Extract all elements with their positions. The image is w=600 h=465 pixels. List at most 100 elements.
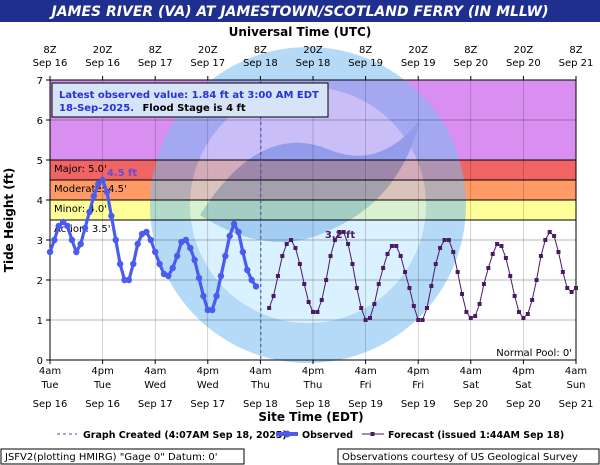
forecast-point [315, 310, 320, 314]
top-tick-time: 8Z [254, 45, 267, 56]
y-tick-label: 6 [37, 116, 43, 127]
info-box-frame [51, 82, 329, 118]
observed-point [213, 292, 220, 300]
observed-point [143, 228, 150, 236]
bottom-tick-time: 4am [249, 366, 271, 377]
observed-point [208, 306, 216, 314]
legend-created-label: Graph Created (4:07AM Sep 18, 2025) [83, 430, 287, 441]
top-axis-title: Universal Time (UTC) [229, 25, 372, 39]
bottom-tick-date: Sep 18 [243, 399, 278, 410]
observed-point [217, 272, 225, 280]
top-tick-date: Sep 17 [190, 58, 225, 69]
bottom-tick-time: 4pm [302, 366, 324, 377]
observed-point [90, 192, 98, 200]
y-axis-ticks: 0 1 2 3 4 5 6 7 [37, 76, 50, 367]
observed-point [226, 232, 233, 240]
forecast-point [451, 250, 456, 254]
y-axis-title: Tide Height (ft) [2, 168, 16, 272]
forecast-point [521, 316, 526, 320]
forecast-point [289, 238, 294, 242]
forecast-point [552, 234, 557, 238]
top-tick-time: 20Z [514, 45, 534, 56]
bottom-tick-date: Sep 16 [33, 399, 68, 410]
observed-point [147, 236, 155, 244]
info-box: Latest observed value: 1.84 ft at 3:00 A… [51, 82, 329, 118]
bottom-tick-time: 4am [354, 366, 376, 377]
threshold-label: Major: 5.0' [54, 164, 107, 175]
info-date: 18-Sep-2025. [59, 103, 134, 114]
forecast-point [372, 302, 377, 306]
noaa-watermark [150, 47, 466, 363]
top-tick-date: Sep 19 [401, 58, 436, 69]
forecast-point [271, 294, 276, 298]
threshold-label: Minor: 4.0' [54, 204, 107, 215]
forecast-series [267, 230, 578, 322]
forecast-point [468, 316, 473, 320]
y-tick-label: 0 [37, 356, 43, 367]
forecast-point [446, 238, 451, 242]
observed-point [248, 276, 255, 284]
title-bar [0, 0, 600, 22]
observed-point [108, 212, 115, 220]
observed-point [200, 292, 207, 300]
bottom-tick-day: Fri [412, 380, 424, 391]
observed-point [81, 224, 89, 232]
watermark-bird-shape [200, 120, 420, 242]
forecast-point [477, 302, 482, 306]
forecast-point [302, 282, 307, 286]
top-tick-time: 8Z [464, 45, 477, 56]
bottom-tick-day: Sun [566, 380, 585, 391]
forecast-point [398, 254, 403, 258]
bottom-tick-time: 4pm [407, 366, 429, 377]
top-tick-time: 8Z [43, 45, 56, 56]
observed-point [152, 248, 159, 256]
forecast-point [499, 244, 504, 248]
chart-title: JAMES RIVER (VA) AT JAMESTOWN/SCOTLAND F… [49, 4, 549, 20]
top-tick-time: 8Z [149, 45, 162, 56]
observed-point [64, 222, 71, 230]
forecast-point [306, 300, 311, 304]
forecast-point [350, 262, 355, 266]
bottom-tick-date: Sep 16 [85, 399, 120, 410]
forecast-point [354, 286, 359, 290]
forecast-point [376, 282, 381, 286]
top-tick-time: 20Z [198, 45, 218, 56]
forecast-point [341, 230, 346, 234]
y-tick-label: 3 [37, 236, 43, 247]
forecast-point [403, 270, 408, 274]
forecast-point [385, 252, 390, 256]
bottom-axis-ticks: 4am Tue Sep 16 4pm Tue Sep 16 4am Wed Sep 17 4pm W… [33, 360, 594, 410]
forecast-point [275, 274, 280, 278]
observed-point [169, 264, 176, 272]
top-tick-date: Sep 19 [348, 58, 383, 69]
observed-point [46, 248, 54, 256]
bottom-axis-title: Site Time (EDT) [258, 410, 363, 424]
info-second-line: 18-Sep-2025. Flood Stage is 4 ft [59, 98, 246, 115]
bottom-tick-day: Tue [93, 380, 111, 391]
observed-point [125, 276, 133, 284]
forecast-point [442, 238, 447, 242]
top-tick-time: 20Z [303, 45, 323, 56]
forecast-point [464, 310, 469, 314]
forecast-point [311, 310, 315, 314]
observed-point [239, 248, 247, 256]
forecast-point [503, 256, 508, 260]
bottom-tick-date: Sep 21 [559, 399, 594, 410]
bottom-tick-date: Sep 19 [348, 399, 383, 410]
top-tick-date: Sep 20 [506, 58, 541, 69]
legend-forecast-marker [370, 432, 375, 436]
forecast-point [508, 274, 513, 278]
forecast-peak-label: 3.2 ft [325, 230, 356, 241]
y-tick-label: 5 [37, 156, 43, 167]
bottom-tick-date: Sep 20 [453, 399, 488, 410]
forecast-point [407, 286, 412, 290]
bottom-tick-time: 4am [565, 366, 587, 377]
observed-point [73, 248, 80, 256]
forecast-point [332, 238, 337, 242]
footer-source-label: Observations courtesy of US Geological S… [342, 452, 578, 463]
observed-point [165, 272, 172, 280]
top-tick-date: Sep 21 [559, 58, 594, 69]
forecast-point [486, 266, 491, 270]
observed-point [99, 176, 106, 184]
observed-point [182, 236, 190, 244]
